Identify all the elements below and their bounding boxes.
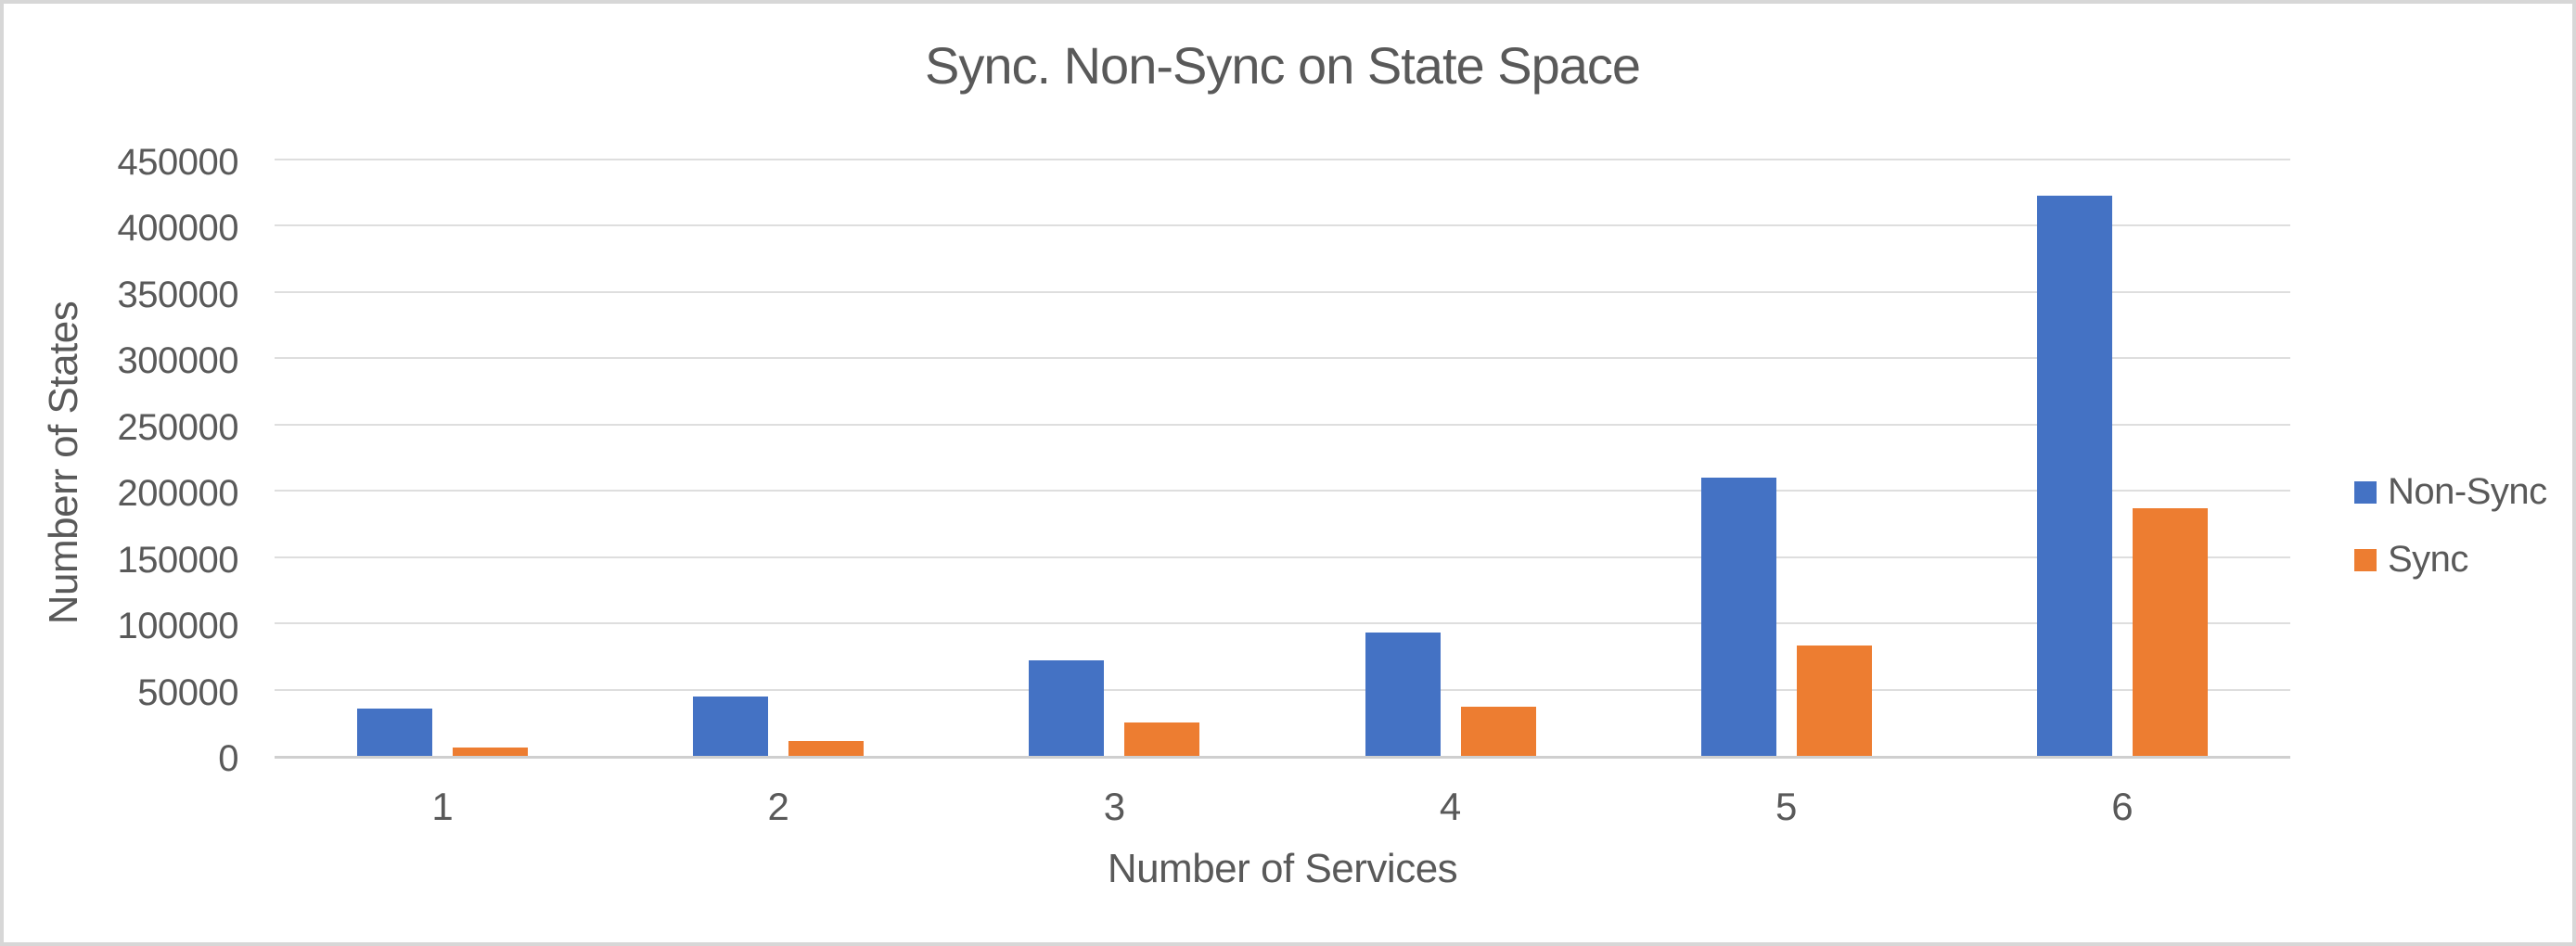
gridline-100000 bbox=[275, 622, 2290, 625]
bar-cluster-4 bbox=[1283, 162, 1619, 756]
y-tick-label-250000: 250000 bbox=[117, 406, 239, 448]
x-tick-label-2: 2 bbox=[767, 785, 789, 828]
y-tick-label-100000: 100000 bbox=[117, 606, 239, 647]
bar-non-sync-1 bbox=[357, 708, 433, 756]
gridline-400000 bbox=[275, 224, 2290, 227]
y-tick-label-0: 0 bbox=[218, 738, 238, 779]
y-tick-label-200000: 200000 bbox=[117, 473, 239, 515]
bar-cluster-3 bbox=[946, 162, 1282, 756]
y-tick-label-450000: 450000 bbox=[117, 142, 239, 183]
bar-sync-3 bbox=[1124, 722, 1200, 756]
y-tick-label-50000: 50000 bbox=[137, 671, 238, 713]
bar-non-sync-3 bbox=[1029, 660, 1105, 756]
gridline-350000 bbox=[275, 290, 2290, 293]
legend-label: Non-Sync bbox=[2388, 471, 2547, 512]
y-tick-label-150000: 150000 bbox=[117, 539, 239, 581]
x-tick-label-5: 5 bbox=[1775, 785, 1798, 828]
bar-sync-6 bbox=[2132, 507, 2208, 756]
bar-cluster-2 bbox=[610, 162, 946, 756]
bar-non-sync-4 bbox=[1365, 633, 1441, 756]
legend-item-non-sync: Non-Sync bbox=[2354, 471, 2547, 513]
legend-swatch-icon bbox=[2354, 548, 2377, 571]
plot-area bbox=[275, 159, 2290, 759]
gridline-450000 bbox=[275, 159, 2290, 160]
bar-cluster-6 bbox=[1954, 162, 2290, 756]
gridline-250000 bbox=[275, 423, 2290, 426]
bar-sync-5 bbox=[1796, 646, 1872, 756]
legend-item-sync: Sync bbox=[2354, 539, 2547, 581]
legend-swatch-icon bbox=[2354, 480, 2377, 504]
x-tick-label-3: 3 bbox=[1103, 785, 1126, 828]
x-tick-label-6: 6 bbox=[2111, 785, 2134, 828]
chart-title: Sync. Non-Sync on State Space bbox=[925, 36, 1641, 95]
x-tick-label-4: 4 bbox=[1439, 785, 1462, 828]
bar-sync-2 bbox=[788, 741, 865, 756]
legend: Non-Sync Sync bbox=[2354, 471, 2547, 607]
bar-non-sync-6 bbox=[2036, 195, 2112, 756]
x-tick-label-1: 1 bbox=[431, 785, 454, 828]
gridline-150000 bbox=[275, 556, 2290, 558]
x-axis-title: Number of Services bbox=[1107, 846, 1458, 891]
bar-sync-4 bbox=[1460, 707, 1536, 756]
y-tick-label-400000: 400000 bbox=[117, 208, 239, 249]
bar-non-sync-2 bbox=[693, 696, 769, 756]
gridline-200000 bbox=[275, 490, 2290, 492]
bar-non-sync-5 bbox=[1700, 477, 1776, 756]
bar-sync-1 bbox=[453, 748, 529, 756]
gridline-300000 bbox=[275, 357, 2290, 360]
y-tick-label-350000: 350000 bbox=[117, 274, 239, 315]
legend-label: Sync bbox=[2388, 539, 2468, 580]
bar-cluster-5 bbox=[1619, 162, 1954, 756]
gridline-50000 bbox=[275, 688, 2290, 691]
y-tick-label-300000: 300000 bbox=[117, 340, 239, 382]
bar-cluster-1 bbox=[275, 162, 610, 756]
